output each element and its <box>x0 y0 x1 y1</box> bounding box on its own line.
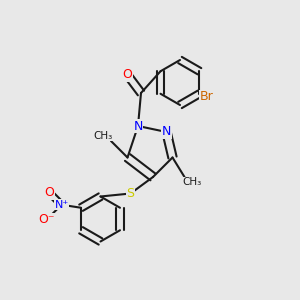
Text: N⁺: N⁺ <box>54 200 69 210</box>
Text: O⁻: O⁻ <box>38 213 55 226</box>
Text: Br: Br <box>200 90 214 103</box>
Text: O: O <box>45 186 55 199</box>
Text: CH₃: CH₃ <box>182 177 202 188</box>
Text: N: N <box>162 125 171 139</box>
Text: CH₃: CH₃ <box>94 130 113 141</box>
Text: N: N <box>133 119 143 133</box>
Text: S: S <box>127 187 134 200</box>
Text: O: O <box>123 68 132 82</box>
